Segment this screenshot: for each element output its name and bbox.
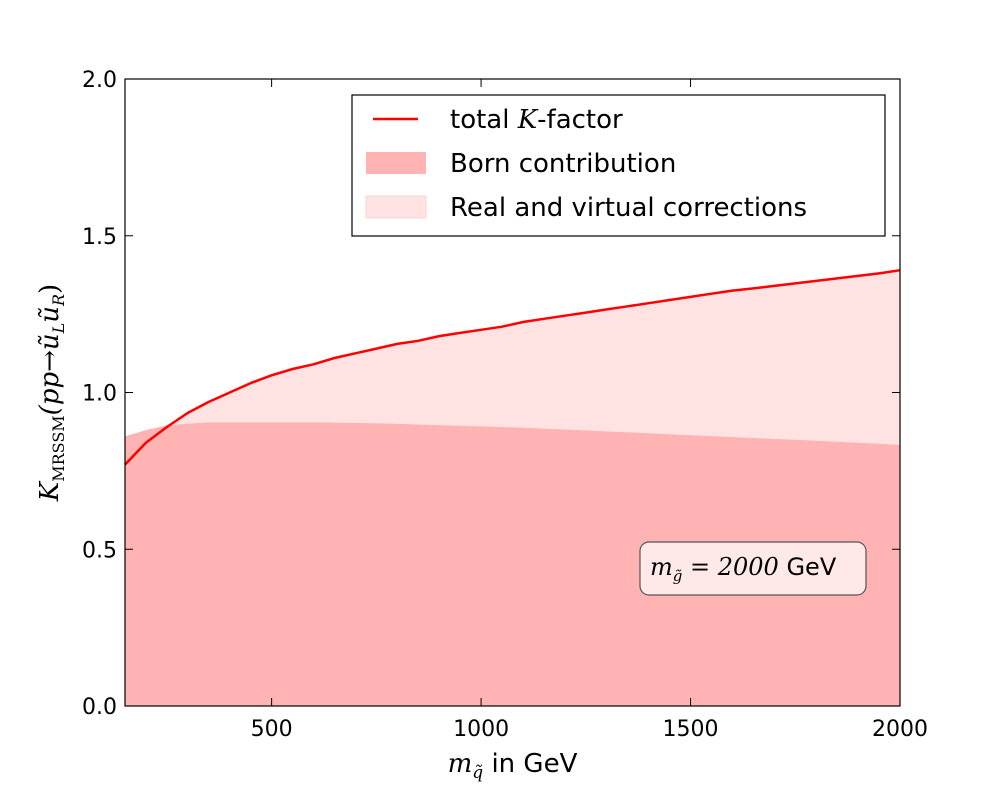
legend-box xyxy=(351,94,886,237)
annotation-text: mg̃ = 2000 GeV xyxy=(650,553,837,585)
y-tick-label: 1.5 xyxy=(82,225,117,250)
y-tick-label: 0.0 xyxy=(82,695,117,720)
y-tick-label: 0.5 xyxy=(82,538,117,563)
x-tick-label: 500 xyxy=(251,717,293,742)
annotation: mg̃ = 2000 GeV xyxy=(639,541,867,596)
x-tick-label: 2000 xyxy=(872,717,928,742)
born-area xyxy=(125,422,900,706)
legend-label: total K-factor xyxy=(450,105,623,135)
legend: total K-factor Born contribution Real and … xyxy=(351,94,886,237)
plot-area xyxy=(124,268,901,706)
annotation-box xyxy=(639,541,867,596)
axes: 500 1000 1500 2000 0.0 0.5 1.0 1.5 2.0 xyxy=(82,68,928,742)
x-axis-label: mq̃ in GeV xyxy=(448,749,578,783)
legend-patch-swatch xyxy=(365,195,427,219)
axis-labels: mq̃ in GeV KMRSSM(pp→ũLũR) xyxy=(35,284,578,783)
legend-label: Born contribution xyxy=(450,149,676,179)
y-tick-label: 1.0 xyxy=(82,382,117,407)
y-axis-label: KMRSSM(pp→ũLũR) xyxy=(35,284,68,502)
total-k-factor-line xyxy=(124,268,901,466)
legend-label: Real and virtual corrections xyxy=(450,193,807,223)
x-tick-label: 1000 xyxy=(453,717,509,742)
corrections-area xyxy=(125,270,900,445)
y-tick-label: 2.0 xyxy=(82,68,117,93)
x-tick-label: 1500 xyxy=(663,717,719,742)
legend-patch-swatch xyxy=(366,152,426,174)
